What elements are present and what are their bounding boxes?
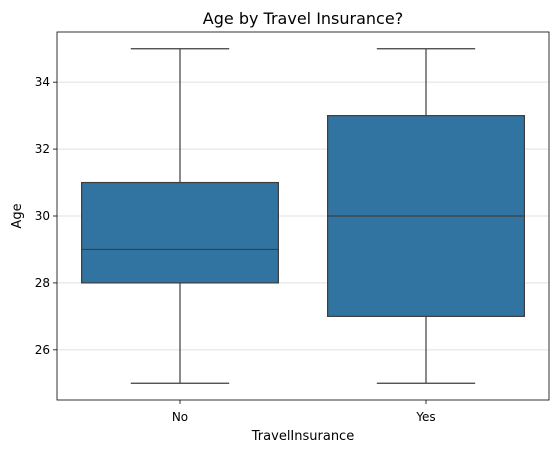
iqr-box-no <box>80 181 280 284</box>
x-axis-label: TravelInsurance <box>251 429 354 444</box>
chart-title: Age by Travel Insurance? <box>203 9 403 28</box>
x-tick-label-yes: Yes <box>415 410 435 424</box>
y-tick-label-34: 34 <box>35 75 50 89</box>
y-ticks: 26 28 30 32 34 <box>35 75 57 357</box>
y-axis-label: Age <box>10 203 25 228</box>
boxes <box>80 48 526 384</box>
x-ticks: No Yes <box>172 400 436 424</box>
box-yes <box>327 48 526 384</box>
box-no <box>80 48 280 384</box>
x-tick-label-no: No <box>172 410 188 424</box>
y-tick-label-30: 30 <box>35 209 50 223</box>
y-tick-label-32: 32 <box>35 142 50 156</box>
y-tick-label-28: 28 <box>35 276 50 290</box>
y-tick-label-26: 26 <box>35 343 50 357</box>
